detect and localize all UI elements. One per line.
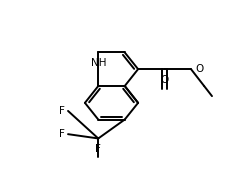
Text: F: F	[59, 106, 65, 116]
Text: O: O	[196, 64, 204, 74]
Text: NH: NH	[90, 58, 106, 68]
Text: O: O	[161, 75, 169, 85]
Text: F: F	[95, 144, 101, 154]
Text: F: F	[59, 129, 65, 139]
